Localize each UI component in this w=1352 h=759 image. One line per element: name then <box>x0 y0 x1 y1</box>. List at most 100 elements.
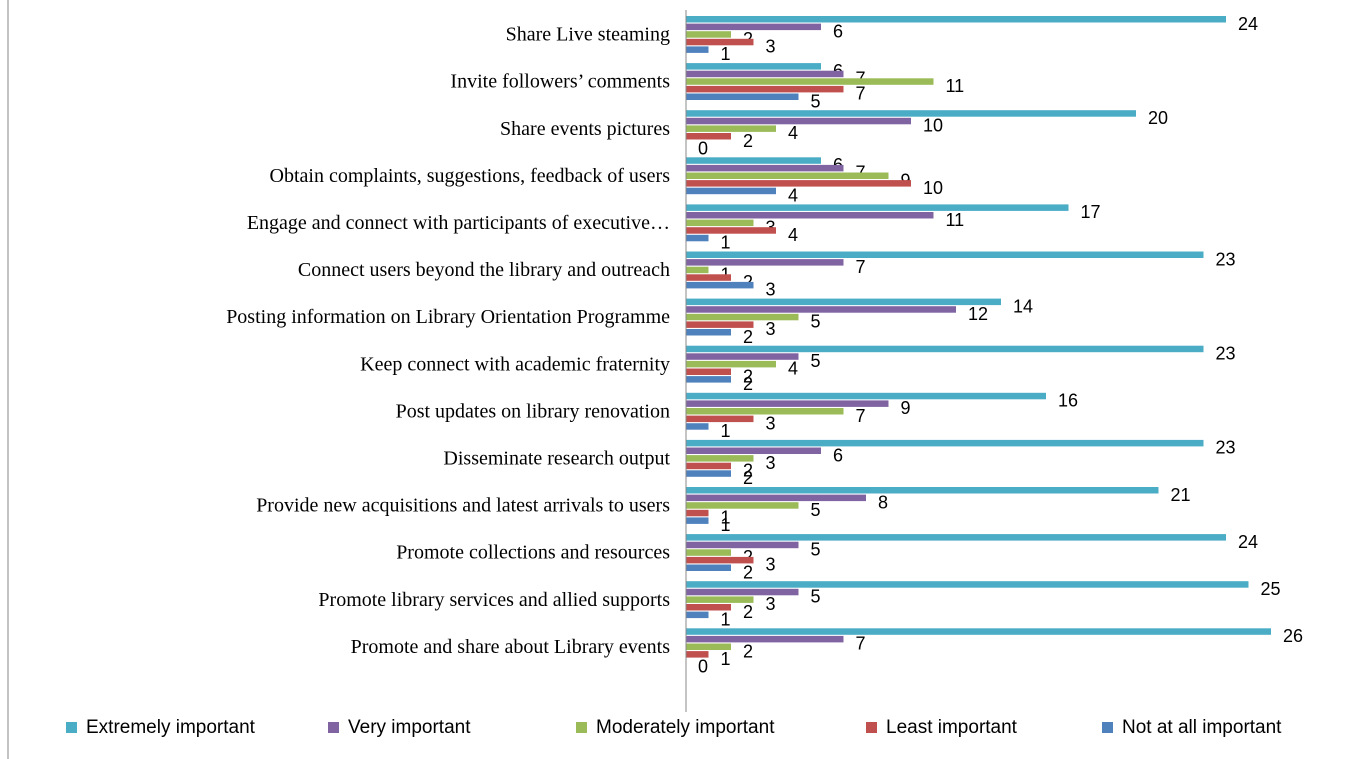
legend-label: Least important <box>886 717 1018 738</box>
bar <box>686 400 889 407</box>
data-label: 23 <box>1216 249 1236 269</box>
data-label: 8 <box>878 492 888 512</box>
data-label: 3 <box>766 37 776 57</box>
category-label: Share Live steaming <box>506 24 670 46</box>
legend-swatch <box>576 722 587 733</box>
category-label: Obtain complaints, suggestions, feedback… <box>270 165 671 187</box>
bar <box>686 360 776 368</box>
bar <box>686 274 731 281</box>
bar <box>686 298 1001 306</box>
bar <box>686 392 1046 400</box>
category-label: Promote library services and allied supp… <box>318 589 670 611</box>
data-label: 3 <box>766 453 776 473</box>
bar <box>686 368 731 375</box>
bar <box>686 227 776 234</box>
bar <box>686 329 731 336</box>
bar <box>686 31 731 38</box>
legend-swatch <box>1102 722 1113 733</box>
legend-label: Very important <box>348 717 471 738</box>
bar <box>686 157 821 164</box>
data-label: 7 <box>856 406 866 426</box>
bar <box>686 93 799 100</box>
data-label: 4 <box>788 185 798 205</box>
bar <box>686 643 731 650</box>
category-label: Post updates on library renovation <box>396 400 670 422</box>
data-label: 2 <box>743 641 753 661</box>
bar <box>686 172 889 179</box>
bar <box>686 133 731 140</box>
bar <box>686 415 754 423</box>
data-label: 7 <box>856 84 866 104</box>
legend-label: Extremely important <box>86 717 256 738</box>
data-label: 6 <box>833 21 843 41</box>
bar <box>686 117 911 125</box>
data-label: 11 <box>946 210 965 230</box>
bar <box>686 63 821 70</box>
data-label: 23 <box>1216 343 1236 363</box>
data-label: 1 <box>721 609 731 629</box>
bar <box>686 549 731 556</box>
bar <box>686 85 844 93</box>
category-label: Keep connect with academic fraternity <box>360 353 670 375</box>
legend-label: Not at all important <box>1122 717 1282 738</box>
bar <box>686 16 1226 23</box>
bar <box>686 487 1159 494</box>
data-label: 4 <box>788 225 798 245</box>
bar <box>686 38 754 46</box>
bar <box>686 556 754 564</box>
data-label: 24 <box>1238 532 1258 552</box>
data-label: 3 <box>766 319 776 339</box>
bar <box>686 70 844 78</box>
data-label: 4 <box>788 359 798 379</box>
bar <box>686 110 1136 117</box>
data-label: 5 <box>811 539 821 559</box>
bar <box>686 455 754 462</box>
data-label: 2 <box>743 468 753 488</box>
bar <box>686 588 799 596</box>
bar <box>686 596 754 603</box>
data-label: 0 <box>698 138 708 158</box>
bar <box>686 462 731 470</box>
bar <box>686 219 754 227</box>
bar <box>686 321 754 328</box>
bar <box>686 23 821 31</box>
data-label: 3 <box>766 594 776 614</box>
data-label: 3 <box>766 280 776 300</box>
bar <box>686 628 1271 635</box>
data-label: 5 <box>811 312 821 332</box>
bar <box>686 306 956 313</box>
bar <box>686 470 731 477</box>
data-label: 0 <box>698 656 708 676</box>
bar <box>686 611 709 619</box>
data-label: 5 <box>811 91 821 111</box>
bar <box>686 187 776 195</box>
bar <box>686 651 709 658</box>
bar <box>686 494 866 502</box>
legend-swatch <box>328 722 339 733</box>
category-label: Share events pictures <box>500 118 670 140</box>
bar <box>686 541 799 549</box>
bar <box>686 251 1204 258</box>
data-label: 11 <box>946 76 965 96</box>
bar <box>686 345 1204 353</box>
data-label: 2 <box>743 562 753 582</box>
data-label: 5 <box>811 587 821 607</box>
data-label: 2 <box>743 366 753 386</box>
bar <box>686 234 709 242</box>
data-label: 3 <box>766 555 776 575</box>
data-label: 1 <box>721 515 731 535</box>
data-label: 2 <box>743 374 753 394</box>
bar <box>686 534 1226 541</box>
category-label: Disseminate research output <box>443 447 670 469</box>
data-label: 2 <box>743 327 753 347</box>
legend-label: Moderately important <box>596 717 775 738</box>
bar <box>686 212 934 219</box>
bar <box>686 125 776 132</box>
legend-swatch <box>66 722 77 733</box>
category-label: Promote and share about Library events <box>351 636 671 658</box>
data-label: 24 <box>1238 14 1258 34</box>
data-label: 1 <box>721 44 731 64</box>
legend-swatch <box>866 722 877 733</box>
data-label: 1 <box>721 421 731 441</box>
